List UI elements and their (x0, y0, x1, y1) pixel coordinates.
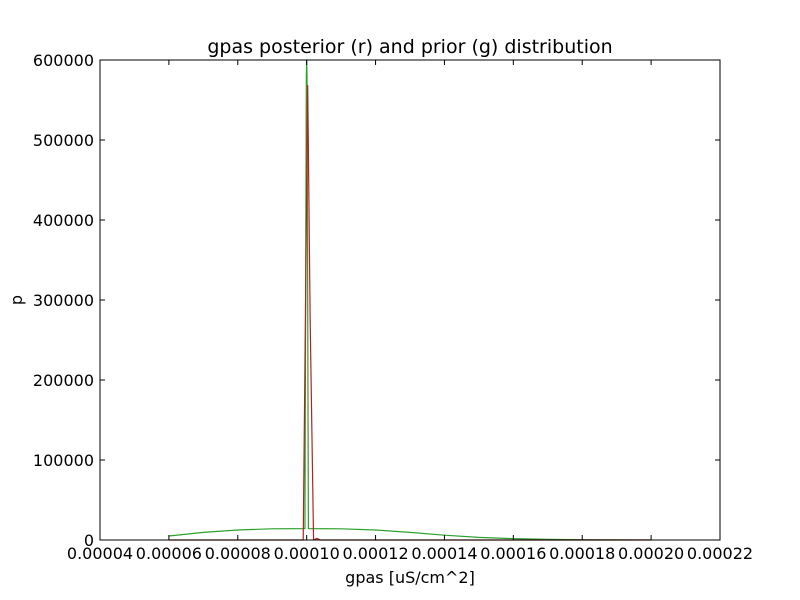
x-tick-label: 0.00004 (67, 544, 133, 563)
x-axis-label: gpas [uS/cm^2] (345, 568, 475, 587)
chart-title: gpas posterior (r) and prior (g) distrib… (207, 36, 612, 58)
x-tick-label: 0.00008 (205, 544, 271, 563)
x-tick-label: 0.00012 (342, 544, 408, 563)
x-tick-label: 0.00018 (549, 544, 615, 563)
y-tick-label: 200000 (33, 371, 94, 390)
y-tick-label: 600000 (33, 51, 94, 70)
x-tick-label: 0.00014 (411, 544, 477, 563)
y-tick-label: 300000 (33, 291, 94, 310)
posterior-series-line (168, 84, 652, 541)
y-tick-label: 500000 (33, 131, 94, 150)
y-tick-label: 100000 (33, 451, 94, 470)
x-tick-label: 0.00010 (274, 544, 340, 563)
x-tick-label: 0.00006 (136, 544, 202, 563)
x-tick-label: 0.00020 (618, 544, 684, 563)
plot-area (168, 59, 652, 541)
x-tick-label: 0.00022 (687, 544, 753, 563)
y-axis: 0 100000 200000 300000 400000 500000 600000 (33, 51, 720, 550)
x-tick-label: 0.00016 (480, 544, 546, 563)
y-axis-label: p (7, 295, 26, 305)
prior-series-line (168, 59, 652, 541)
plot-frame (99, 59, 721, 541)
y-tick-label: 400000 (33, 211, 94, 230)
x-axis: 0.00004 0.00006 0.00008 0.00010 0.00012 0.000… (67, 60, 753, 563)
y-tick-label: 0 (84, 531, 94, 550)
